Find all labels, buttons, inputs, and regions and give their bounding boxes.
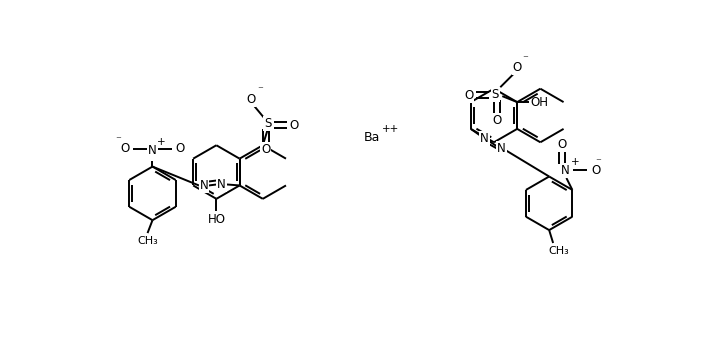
Text: N: N: [561, 164, 570, 177]
Text: O: O: [289, 119, 298, 132]
Text: CH₃: CH₃: [137, 236, 158, 246]
Text: O: O: [464, 89, 473, 102]
Text: O: O: [261, 143, 270, 156]
Text: O: O: [493, 115, 502, 127]
Text: O: O: [175, 142, 185, 155]
Text: S: S: [492, 88, 499, 101]
Text: N: N: [199, 179, 208, 192]
Text: +: +: [157, 137, 166, 147]
Text: ⁻: ⁻: [115, 135, 120, 145]
Text: N: N: [480, 132, 489, 145]
Text: O: O: [120, 142, 129, 155]
Text: O: O: [558, 138, 567, 151]
Text: ++: ++: [382, 124, 399, 134]
Text: +: +: [571, 157, 580, 167]
Text: O: O: [513, 61, 522, 74]
Text: Ba: Ba: [364, 131, 380, 144]
Text: O: O: [247, 93, 255, 106]
Text: S: S: [264, 117, 271, 130]
Text: ⁻: ⁻: [257, 86, 262, 96]
Text: N: N: [497, 142, 506, 155]
Text: N: N: [148, 144, 157, 157]
Text: CH₃: CH₃: [549, 246, 569, 256]
Text: O: O: [592, 164, 601, 177]
Text: HO: HO: [207, 213, 225, 226]
Text: ⁻: ⁻: [522, 54, 528, 64]
Text: ⁻: ⁻: [595, 157, 601, 167]
Text: N: N: [218, 178, 226, 191]
Text: OH: OH: [530, 96, 548, 109]
